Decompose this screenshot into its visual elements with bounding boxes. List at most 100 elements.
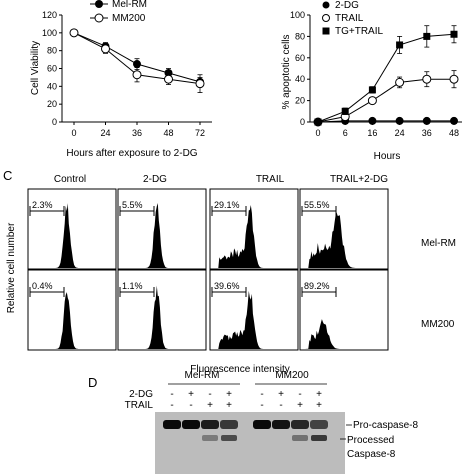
band-processed-caspase-8 <box>311 435 327 441</box>
band-pro-caspase-8 <box>253 420 271 429</box>
band-label-pro-caspase-8: Pro-caspase-8 <box>353 420 418 431</box>
gate-percentage: 5.5% <box>122 200 143 210</box>
legend-marker-mel-rm <box>95 0 103 8</box>
x-tick-label: 48 <box>163 128 173 138</box>
histogram-trace <box>302 319 386 349</box>
x-tick-label: 24 <box>100 128 110 138</box>
legend-marker-2dg <box>322 1 330 9</box>
column-header-trail: TRAIL <box>256 174 285 185</box>
band-label-processed: Processed <box>347 435 394 446</box>
data-point <box>368 116 377 125</box>
viability-marks <box>69 28 205 93</box>
legend-marker-mm200 <box>94 13 104 23</box>
x-tick-label: 6 <box>343 128 348 138</box>
sign-trail: + <box>207 400 213 411</box>
column-header-2dg: 2-DG <box>143 174 167 185</box>
panel-d: D Mel-RM MM200 2-DG TRAIL - + - + - + - +- - + + - -… <box>88 370 418 474</box>
data-point <box>69 28 79 38</box>
histogram-trace <box>212 205 296 268</box>
chart-apoptosis: 0 20 40 60 80 100 0 6 16 24 36 48 % apoptotic cells… <box>281 0 462 162</box>
histogram-frame <box>299 269 389 351</box>
sign-2dg: + <box>226 389 232 400</box>
y-tick-label: 0 <box>52 117 57 127</box>
sign-trail: - <box>170 400 173 411</box>
panel-c-label: C <box>3 168 12 183</box>
y-tick-label: 100 <box>42 28 57 38</box>
legend-label-mel-rm: Mel-RM <box>112 0 147 10</box>
band-label-caspase-8: Caspase-8 <box>347 449 396 460</box>
apoptosis-axes: 0 20 40 60 80 100 0 6 16 24 36 48 <box>290 10 462 138</box>
x-tick-label: 24 <box>395 128 405 138</box>
x-tick-label: 16 <box>367 128 377 138</box>
apoptosis-xlabel: Hours <box>374 151 401 162</box>
band-pro-caspase-8 <box>272 420 290 429</box>
sign-2dg: - <box>208 389 211 400</box>
sign-trail: + <box>226 400 232 411</box>
x-tick-label: 36 <box>422 128 432 138</box>
viability-axes: 0 20 40 60 80 100 120 0 24 36 48 72 <box>42 10 212 138</box>
sign-2dg: + <box>188 389 194 400</box>
band-pro-caspase-8 <box>291 420 309 429</box>
panel-d-label: D <box>88 375 97 390</box>
x-tick-label: 0 <box>315 128 320 138</box>
band-pro-caspase-8 <box>201 420 219 429</box>
band-pro-caspase-8 <box>182 420 200 429</box>
legend-marker-trail <box>322 14 330 22</box>
column-header-trail-2dg: TRAIL+2-DG <box>330 174 388 185</box>
row-label-trail: TRAIL <box>125 400 154 411</box>
panel-c: C Control 2-DG TRAIL TRAIL+2-DG 2.3% 5.5%… <box>3 168 456 375</box>
band-pro-caspase-8 <box>163 420 181 429</box>
legend-label-trail: TRAIL <box>335 13 364 24</box>
legend-label-tg-trail: TG+TRAIL <box>335 26 384 37</box>
gate-percentage: 1.1% <box>122 281 143 291</box>
x-tick-label: 0 <box>71 128 76 138</box>
gate-percentage: 89.2% <box>304 281 330 291</box>
data-point <box>422 74 432 84</box>
y-tick-label: 60 <box>295 53 305 63</box>
x-tick-label: 48 <box>449 128 459 138</box>
data-point <box>368 86 376 94</box>
histogram-xlabel: Fluorescence intensity <box>190 364 290 375</box>
band-pro-caspase-8 <box>310 420 328 429</box>
sign-2dg: - <box>170 389 173 400</box>
data-point <box>367 96 377 106</box>
histogram-ylabel: Relative cell number <box>6 222 17 313</box>
treatment-signs: - + - + - + - +- - + + - - + + <box>170 389 322 411</box>
y-tick-label: 80 <box>47 46 57 56</box>
sign-trail: + <box>297 400 303 411</box>
sign-2dg: + <box>278 389 284 400</box>
gate-percentage: 2.3% <box>32 200 53 210</box>
x-tick-label: 36 <box>132 128 142 138</box>
series-line <box>317 120 454 123</box>
y-tick-label: 40 <box>295 74 305 84</box>
gate-percentage: 0.4% <box>32 281 53 291</box>
band-processed-caspase-8 <box>292 435 308 441</box>
viability-xlabel: Hours after exposure to 2-DG <box>66 148 197 159</box>
blot-bands <box>163 420 328 441</box>
band-pro-caspase-8 <box>220 420 238 429</box>
y-tick-label: 20 <box>47 99 57 109</box>
sign-trail: - <box>279 400 282 411</box>
sign-trail: - <box>260 400 263 411</box>
sign-2dg: - <box>260 389 263 400</box>
y-tick-label: 60 <box>47 64 57 74</box>
band-processed-caspase-8 <box>221 435 237 441</box>
sign-trail: - <box>189 400 192 411</box>
histogram-grid: 2.3% 5.5% 29.1% 55.5% 0.4% 1.1% 39.6% 89.2% <box>27 188 389 351</box>
y-tick-label: 120 <box>42 10 57 20</box>
data-point <box>164 74 173 84</box>
histogram-trace <box>302 212 386 268</box>
data-point <box>101 44 110 54</box>
legend-label-mm200: MM200 <box>112 13 146 24</box>
histogram-trace <box>30 292 114 349</box>
apoptosis-ylabel: % apoptotic cells <box>281 34 292 109</box>
data-point <box>395 77 405 87</box>
data-point <box>396 41 404 49</box>
data-point <box>395 116 404 125</box>
viability-ylabel: Cell Viability <box>30 41 41 95</box>
sign-2dg: - <box>298 389 301 400</box>
group-label-mel-rm: Mel-RM <box>185 370 220 381</box>
row-label-mel-rm: Mel-RM <box>421 238 456 249</box>
